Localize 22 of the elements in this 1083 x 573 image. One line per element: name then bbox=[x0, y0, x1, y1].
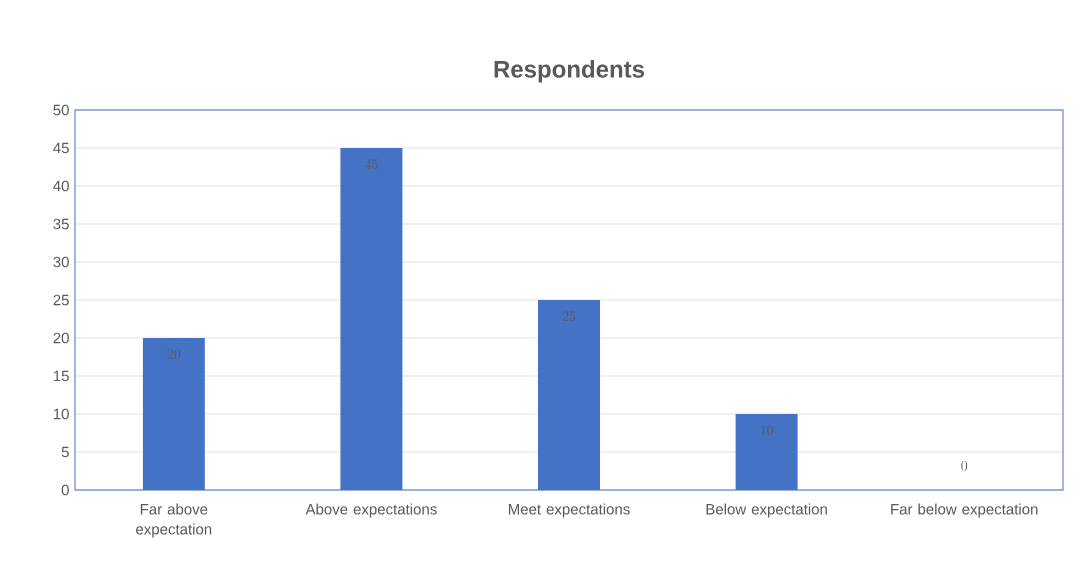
y-tick-label: 40 bbox=[53, 180, 69, 192]
y-tick-label: 45 bbox=[53, 142, 69, 154]
y-tick-label: 35 bbox=[53, 218, 69, 230]
data-label: 25 bbox=[562, 311, 576, 322]
x-tick-label: Meet expectations bbox=[508, 503, 630, 518]
x-tick-label: Below expectation bbox=[706, 503, 827, 518]
y-tick-label: 0 bbox=[61, 484, 69, 496]
x-tick-label: Above expectations bbox=[305, 503, 437, 518]
y-tick-label: 25 bbox=[53, 294, 69, 306]
y-tick-label: 50 bbox=[53, 104, 69, 116]
y-tick-label: 20 bbox=[53, 332, 69, 344]
y-tick-label: 5 bbox=[61, 446, 69, 458]
y-tick-label: 30 bbox=[53, 256, 69, 268]
data-label: 45 bbox=[364, 159, 378, 170]
data-label: 20 bbox=[167, 349, 181, 360]
x-tick-label: Far above expectation bbox=[136, 503, 212, 538]
data-label: 0 bbox=[961, 460, 968, 471]
y-tick-label: 10 bbox=[53, 408, 69, 420]
x-tick-label: Far below expectation bbox=[891, 503, 1038, 518]
data-label: 10 bbox=[760, 425, 774, 436]
chart-title: Respondents bbox=[494, 60, 645, 83]
y-tick-label: 15 bbox=[53, 370, 69, 382]
